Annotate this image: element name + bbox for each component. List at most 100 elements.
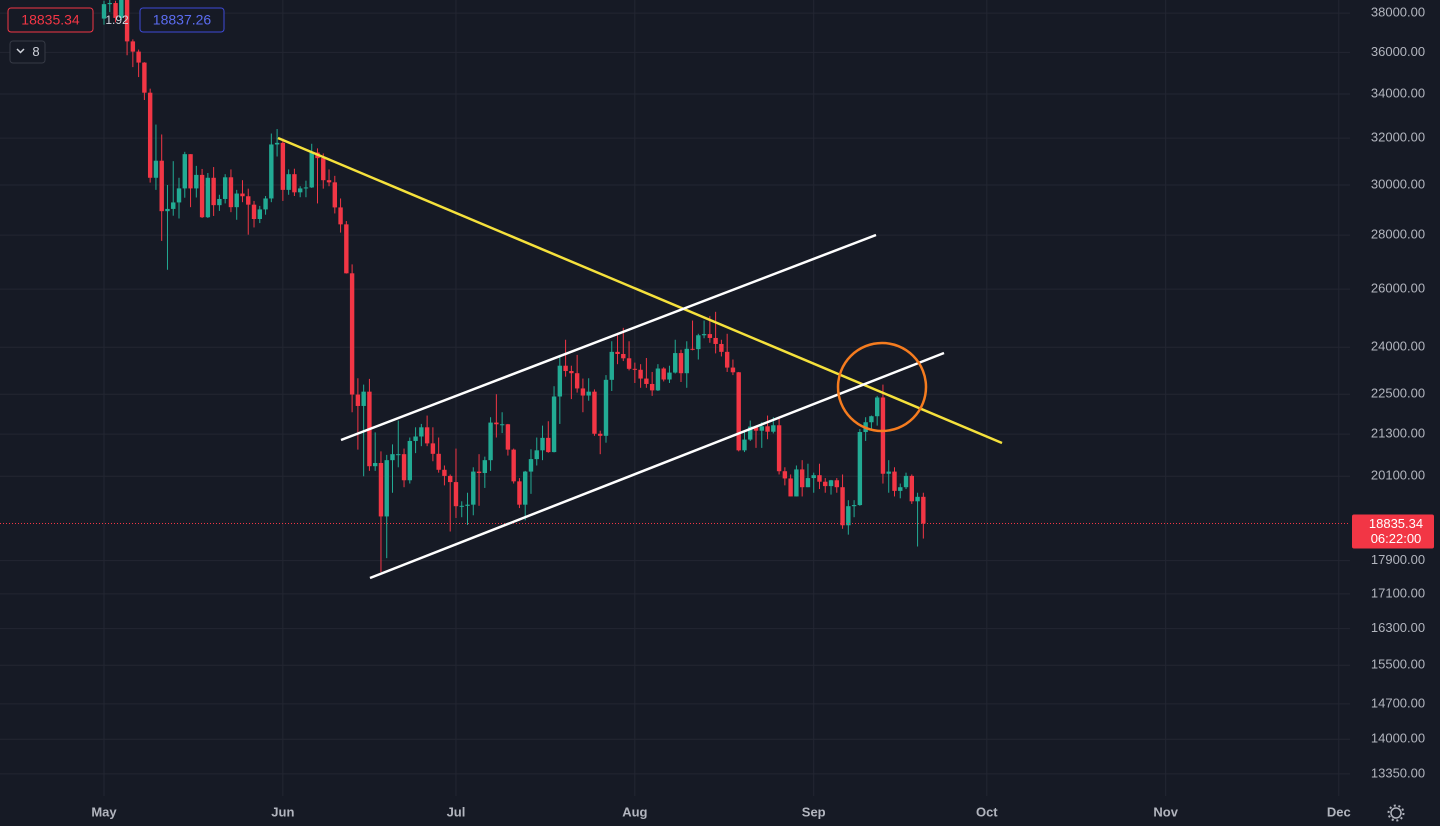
candle-body bbox=[494, 422, 499, 425]
candle-body bbox=[107, 3, 112, 5]
candle-body bbox=[880, 397, 886, 474]
candle-body bbox=[517, 481, 522, 505]
candle-body bbox=[309, 152, 314, 188]
x-tick-label: Nov bbox=[1153, 804, 1178, 819]
candle-body bbox=[719, 343, 724, 352]
candle-body bbox=[805, 478, 811, 488]
candle-body bbox=[915, 496, 920, 502]
candle-body bbox=[372, 463, 378, 467]
candle-body bbox=[534, 450, 539, 460]
y-tick-label: 34000.00 bbox=[1371, 85, 1425, 100]
candle-body bbox=[240, 193, 245, 197]
candle-body bbox=[280, 142, 286, 190]
candle-body bbox=[609, 351, 614, 380]
candle-body bbox=[274, 142, 280, 145]
candle-body bbox=[892, 471, 897, 491]
candle-body bbox=[321, 158, 326, 181]
candle-body bbox=[759, 426, 764, 431]
candle-body bbox=[153, 160, 159, 178]
candle-body bbox=[673, 353, 678, 373]
sell-price[interactable]: 18835.34 bbox=[21, 12, 80, 28]
candle-body bbox=[874, 397, 880, 417]
candle-body bbox=[390, 454, 395, 461]
y-tick-label: 38000.00 bbox=[1371, 5, 1425, 20]
candle-body bbox=[476, 471, 482, 474]
channel-upper bbox=[340, 233, 877, 442]
candle-body bbox=[678, 353, 684, 374]
y-tick-label: 30000.00 bbox=[1371, 176, 1425, 191]
candle-body bbox=[684, 348, 689, 374]
candle-body bbox=[736, 372, 741, 451]
candle-body bbox=[632, 368, 638, 370]
candle-body bbox=[263, 198, 268, 210]
candle-body bbox=[921, 496, 926, 524]
candle-body bbox=[707, 334, 713, 338]
candle-body bbox=[124, 0, 130, 42]
candle-body bbox=[615, 351, 620, 354]
candle-body bbox=[898, 487, 903, 491]
candle-body bbox=[165, 208, 170, 212]
y-tick-label: 14700.00 bbox=[1371, 695, 1425, 710]
candle-body bbox=[297, 188, 303, 193]
candle-body bbox=[159, 160, 164, 212]
candle-body bbox=[667, 372, 672, 380]
candle-body bbox=[326, 180, 332, 183]
last-price-label: 18835.34 bbox=[1369, 516, 1423, 531]
candle-body bbox=[147, 92, 153, 178]
candle-body bbox=[782, 471, 788, 479]
candle-body bbox=[188, 154, 193, 189]
y-tick-label: 16300.00 bbox=[1371, 620, 1425, 635]
x-tick-label: Sep bbox=[802, 804, 826, 819]
candle-body bbox=[598, 433, 603, 436]
candle-body bbox=[430, 443, 436, 454]
candle-body bbox=[523, 471, 528, 505]
candle-body bbox=[442, 469, 447, 476]
candle-body bbox=[788, 478, 793, 497]
y-tick-label: 14000.00 bbox=[1371, 731, 1425, 746]
spread: 1.92 bbox=[105, 13, 129, 27]
candle-body bbox=[361, 391, 366, 406]
buy-box[interactable] bbox=[139, 7, 225, 33]
settings-icon[interactable] bbox=[1387, 804, 1405, 822]
candle-body bbox=[511, 449, 516, 482]
candle-body bbox=[580, 388, 586, 396]
time-axis bbox=[0, 796, 1350, 826]
candle-body bbox=[903, 475, 909, 488]
candle-body bbox=[182, 154, 187, 189]
candle-body bbox=[211, 177, 216, 206]
candle-body bbox=[119, 0, 124, 18]
candles bbox=[0, 0, 1350, 573]
candle-body bbox=[499, 424, 505, 426]
chevron-icon bbox=[16, 48, 25, 54]
candle-body bbox=[459, 505, 464, 507]
sell-box[interactable] bbox=[7, 7, 94, 33]
buy-price[interactable]: 18837.26 bbox=[153, 12, 212, 28]
candle-body bbox=[269, 144, 274, 199]
candle-body bbox=[222, 177, 228, 199]
candle-body bbox=[488, 422, 493, 461]
candle-body bbox=[730, 367, 736, 373]
indicators-count: 8 bbox=[32, 44, 39, 59]
indicators-toggle[interactable] bbox=[9, 40, 46, 64]
candle-body bbox=[886, 471, 891, 474]
candle-body bbox=[419, 427, 424, 437]
y-tick-label: 20100.00 bbox=[1371, 468, 1425, 483]
candle-body bbox=[696, 335, 701, 350]
y-tick-label: 17900.00 bbox=[1371, 552, 1425, 567]
x-tick-label: May bbox=[91, 804, 117, 819]
candle-body bbox=[130, 41, 136, 52]
y-tick-label: 15500.00 bbox=[1371, 657, 1425, 672]
candle-body bbox=[690, 348, 695, 350]
y-tick-label: 26000.00 bbox=[1371, 281, 1425, 296]
candle-body bbox=[384, 460, 389, 517]
candle-body bbox=[557, 365, 563, 397]
candle-body bbox=[638, 369, 643, 379]
candle-body bbox=[332, 182, 337, 208]
candle-body bbox=[257, 209, 262, 220]
candle-body bbox=[551, 396, 557, 453]
candle-body bbox=[649, 383, 655, 391]
candle-body bbox=[234, 193, 239, 208]
